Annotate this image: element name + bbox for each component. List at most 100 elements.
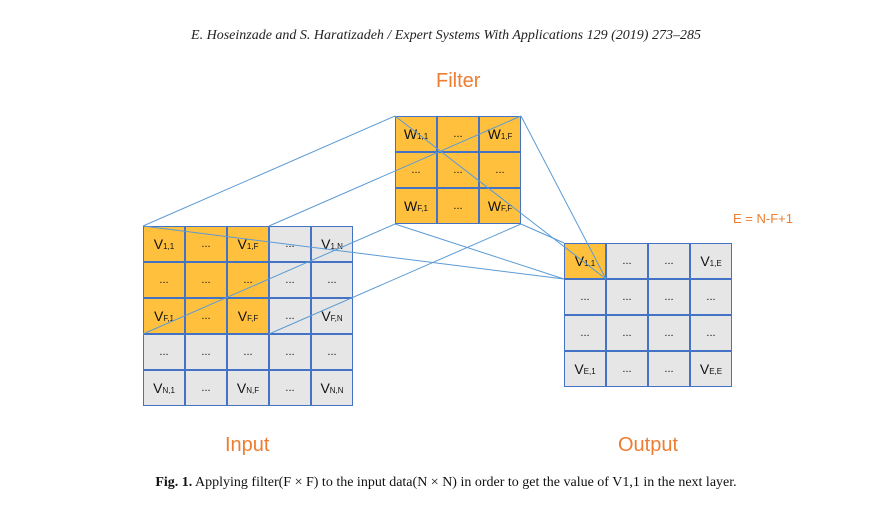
figure-caption: Fig. 1. Applying filter(F × F) to the in… [0,475,892,491]
cell-subscript: E,E [709,366,723,376]
input-title: Input [225,434,270,456]
input-matrix: V 1,1... V 1,F... V 1,N............... V F,1...… [143,226,353,406]
cell-symbol: ... [285,274,295,286]
output-cell: ... [606,351,648,387]
input-cell: V F,N [311,298,353,334]
filter-cell: W 1,F [479,116,521,152]
cell-subscript: 1,1 [163,241,175,251]
output-cell: V E,1 [564,351,606,387]
cell-symbol: V [700,253,710,269]
cell-symbol: V [153,236,164,252]
filter-to-output-line [394,115,607,280]
output-cell: ... [648,243,690,279]
cell-symbol: ... [664,363,674,375]
cell-symbol: ... [411,164,421,176]
input-cell: V 1,1 [143,226,185,262]
cell-symbol: ... [706,291,716,303]
cell-symbol: ... [453,128,463,140]
cell-symbol: ... [664,255,674,267]
filter-cell: ... [437,188,479,224]
input-cell: ... [311,262,353,298]
cell-symbol: ... [622,327,632,339]
cell-subscript: 1,E [709,258,722,268]
cell-symbol: ... [285,238,295,250]
output-cell: ... [606,315,648,351]
cell-symbol: ... [664,291,674,303]
input-cell: ... [227,262,269,298]
cell-subscript: N,N [329,385,344,395]
cell-symbol: ... [201,346,211,358]
cell-subscript: N,1 [162,385,175,395]
input-cell: ... [227,334,269,370]
cell-symbol: ... [327,346,337,358]
input-cell: ... [269,298,311,334]
input-cell: ... [185,262,227,298]
cell-symbol: W [487,126,501,142]
cell-symbol: V [574,361,584,377]
cell-subscript: 1,F [500,131,513,141]
cell-symbol: ... [243,274,253,286]
cell-subscript: F,F [247,313,259,323]
filter-to-output-line [394,223,565,280]
filter-matrix: W 1,1... W 1,F......... W F,1... W F,F [395,116,521,224]
output-matrix: V 1,1...... V 1,E........................ V E… [564,243,732,387]
filter-title: Filter [436,70,481,92]
cell-subscript: F,1 [417,203,428,213]
filter-cell: ... [437,116,479,152]
cell-subscript: F,F [501,203,513,213]
input-cell: ... [311,334,353,370]
output-cell: ... [690,315,732,351]
filter-cell: ... [479,152,521,188]
output-cell: ... [606,279,648,315]
input-to-filter-line [268,223,522,335]
input-cell: ... [143,334,185,370]
input-cell: ... [269,226,311,262]
output-cell: ... [648,279,690,315]
output-cell: ... [648,351,690,387]
cell-symbol: ... [159,274,169,286]
input-cell: ... [269,370,311,406]
cell-symbol: W [487,198,502,214]
cell-subscript: 1,N [330,241,343,251]
cell-symbol: ... [453,200,463,212]
output-size-formula: E = N-F+1 [733,211,793,226]
cell-symbol: ... [622,291,632,303]
input-to-output-line [142,225,565,280]
cell-symbol: ... [622,363,632,375]
filter-cell: W F,F [479,188,521,224]
cell-symbol: ... [201,274,211,286]
cell-subscript: N,F [246,385,260,395]
filter-to-output-line [520,115,607,280]
output-cell: V E,E [690,351,732,387]
cell-symbol: V [237,236,247,252]
cell-symbol: V [236,380,247,396]
filter-to-output-line [520,223,565,244]
output-cell: ... [564,315,606,351]
output-cell: ... [690,279,732,315]
cell-symbol: ... [201,382,211,394]
input-cell: V 1,N [311,226,353,262]
input-cell: ... [185,298,227,334]
output-title: Output [618,434,679,456]
input-cell: V N,F [227,370,269,406]
cell-symbol: ... [580,327,590,339]
cell-symbol: ... [327,274,337,286]
input-cell: ... [185,370,227,406]
cell-subscript: F,N [330,313,343,323]
input-cell: ... [143,262,185,298]
cell-symbol: ... [495,164,505,176]
cell-subscript: E,1 [583,366,596,376]
caption-text: Applying filter(F × F) to the input data… [195,475,737,490]
cell-subscript: 1,1 [584,258,596,268]
cell-symbol: V [699,361,710,377]
filter-cell: W F,1 [395,188,437,224]
output-cell: ... [648,315,690,351]
cell-subscript: F,1 [163,313,174,323]
filter-cell: ... [437,152,479,188]
cell-symbol: ... [201,310,211,322]
journal-header: E. Hoseinzade and S. Haratizadeh / Exper… [191,28,701,43]
output-cell: ... [606,243,648,279]
input-to-filter-line [142,223,396,335]
input-cell: ... [269,262,311,298]
